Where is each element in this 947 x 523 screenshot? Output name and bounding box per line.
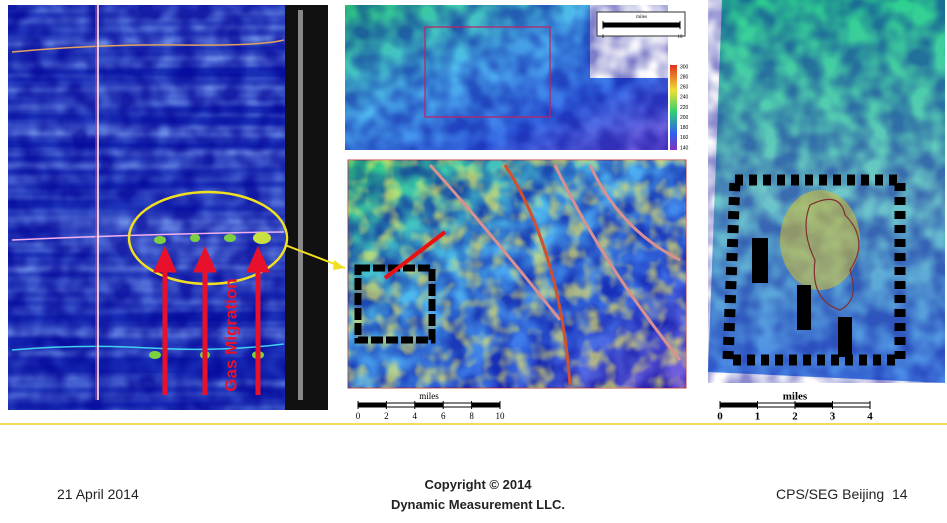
- footer-event: CPS/SEG Beijing 14: [776, 486, 908, 502]
- scale-title: miles: [783, 391, 808, 403]
- copyright: Copyright © 2014: [340, 475, 616, 495]
- event: CPS/SEG Beijing: [776, 486, 884, 502]
- scale-label: 2: [792, 411, 798, 423]
- company: Dynamic Measurement LLC.: [340, 495, 616, 515]
- scale-segment: [415, 403, 443, 407]
- scale-label: 4: [867, 411, 873, 423]
- seismic-sidebar: [285, 5, 328, 410]
- anomaly: [780, 190, 860, 290]
- arrow-head: [333, 260, 345, 270]
- scale-segment: [603, 23, 680, 27]
- colorbar-label: 140: [680, 145, 689, 151]
- scale-title: miles: [636, 15, 647, 20]
- colorbar-label: 220: [680, 105, 689, 111]
- scale-label: 8: [469, 411, 474, 421]
- slide: Gas Migration miles010miles0246810miles0…: [0, 0, 947, 523]
- scale-segment: [795, 403, 833, 407]
- scale-title: miles: [419, 391, 439, 401]
- slide-art: Gas Migration miles010miles0246810miles0…: [0, 0, 947, 523]
- scale-label: 2: [384, 411, 389, 421]
- scale-label: 10: [678, 35, 684, 40]
- scale-segment: [472, 403, 500, 407]
- footer-copyright: Copyright © 2014 Dynamic Measurement LLC…: [340, 475, 616, 515]
- scale-label: 1: [755, 411, 761, 423]
- scale-label: 0: [356, 411, 361, 421]
- colorbar-label: 260: [680, 85, 689, 91]
- middle-map-highlights: [348, 160, 686, 388]
- colorbar-label: 200: [680, 115, 689, 121]
- colorbar-label: 180: [680, 125, 689, 131]
- colorbar-label: 300: [680, 64, 689, 70]
- footer-date: 21 April 2014: [57, 486, 139, 502]
- page-number: 14: [892, 486, 908, 502]
- scale-label: 0: [717, 411, 723, 423]
- scale-label: 6: [441, 411, 446, 421]
- colorbar-label: 280: [680, 74, 689, 80]
- colorbar-label: 160: [680, 135, 689, 141]
- colorbar-label: 240: [680, 95, 689, 101]
- scale-label: 3: [830, 411, 836, 423]
- colorbar: [670, 65, 677, 150]
- scale-segment: [358, 403, 386, 407]
- scale-label: 4: [413, 411, 418, 421]
- annotation: Gas Migration: [221, 278, 240, 391]
- scrollbar: [298, 10, 303, 400]
- scale-segment: [720, 403, 758, 407]
- scale-label: 10: [496, 411, 506, 421]
